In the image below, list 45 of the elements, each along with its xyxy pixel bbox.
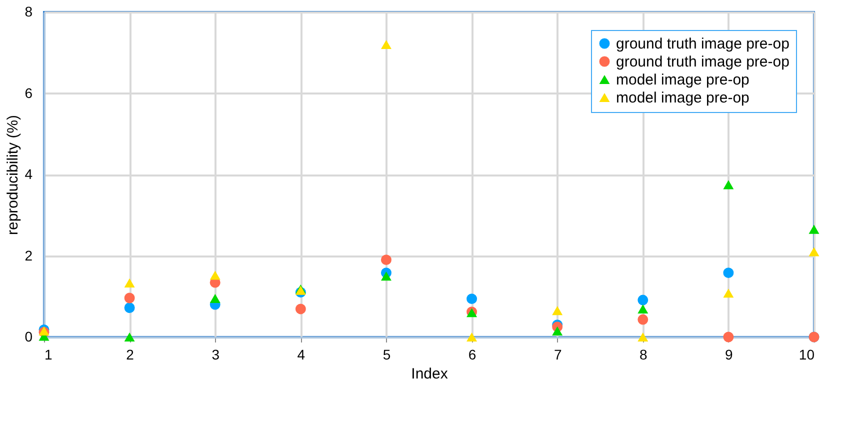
point [466,294,478,304]
point [723,180,734,190]
point [638,294,648,306]
point [124,278,135,288]
point [638,332,648,342]
x-tick-label: 9 [725,346,734,362]
point [723,268,734,278]
x-tick-label: 10 [798,346,815,362]
x-tick-label: 8 [639,346,648,362]
x-tick-label: 2 [126,346,134,362]
x-tick-label: 7 [554,346,562,362]
point [552,306,563,316]
x-tick-label: 5 [382,346,391,362]
x-tick-label: 3 [212,346,220,362]
y-tick-label: 6 [24,84,33,101]
point [124,302,135,313]
y-tick-label: 4 [24,166,33,182]
point [380,40,392,50]
point [295,304,306,314]
point [808,247,820,256]
point [638,314,648,325]
point [124,332,135,342]
x-axis-title: Index [411,366,448,382]
legend-label: model image pre-op [616,72,750,88]
legend-label: ground truth image pre-op [616,54,790,70]
y-axis-title: reproducibility (%) [4,114,22,236]
point [210,270,220,280]
point [380,272,392,281]
point [380,254,392,266]
y-tick-label: 0 [24,328,33,344]
legend-label: ground truth image pre-op [616,36,790,52]
point [124,292,135,304]
y-tick-label: 8 [24,4,33,20]
legend-label: model image pre-op [616,90,750,106]
point [552,326,563,336]
x-tick-label: 4 [297,346,306,362]
x-tick-label: 1 [44,346,52,362]
point [638,304,648,314]
x-tick-label: 6 [468,346,476,362]
point [723,332,734,342]
point [723,288,734,298]
point [466,332,478,342]
y-tick-label: 2 [24,247,33,264]
point [210,294,220,303]
point [808,224,820,234]
